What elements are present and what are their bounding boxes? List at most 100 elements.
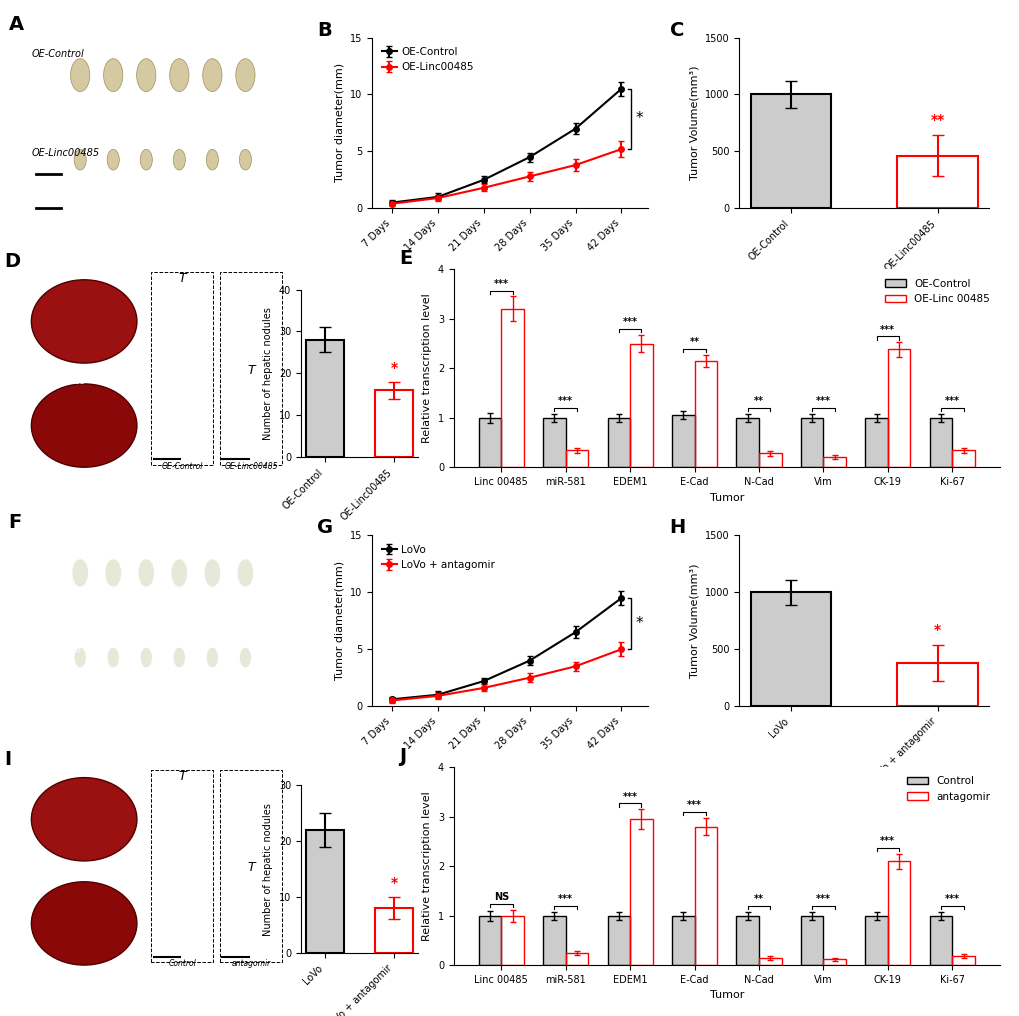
Bar: [630, 819, 652, 965]
Text: T: T: [248, 862, 255, 875]
Bar: [566, 450, 588, 467]
Y-axis label: Tumor Volume(mm³): Tumor Volume(mm³): [689, 564, 699, 678]
Text: H: H: [668, 518, 685, 537]
Bar: [800, 915, 822, 965]
Text: **: **: [753, 894, 763, 904]
Y-axis label: Tumor diameter(mm): Tumor diameter(mm): [334, 561, 344, 681]
Text: OE-Control: OE-Control: [28, 272, 73, 281]
Text: T: T: [178, 770, 185, 783]
Circle shape: [173, 647, 185, 668]
Circle shape: [140, 647, 152, 668]
Text: OE-Linc00485: OE-Linc00485: [28, 377, 87, 386]
Ellipse shape: [32, 279, 137, 363]
Text: *: *: [390, 877, 397, 890]
Circle shape: [169, 59, 189, 91]
Bar: [758, 958, 781, 965]
Y-axis label: Tumor Volume(mm³): Tumor Volume(mm³): [689, 66, 699, 180]
Circle shape: [105, 559, 121, 587]
Circle shape: [107, 647, 119, 668]
Bar: [897, 155, 977, 208]
Ellipse shape: [32, 882, 137, 965]
Text: Control: Control: [32, 547, 67, 557]
Bar: [694, 361, 716, 467]
Text: OE-Linc00485: OE-Linc00485: [32, 147, 100, 157]
Y-axis label: Relative transcription level: Relative transcription level: [422, 294, 432, 443]
Bar: [887, 862, 910, 965]
Bar: [800, 418, 822, 467]
Text: OE-Control: OE-Control: [161, 461, 203, 470]
Bar: [478, 915, 500, 965]
Bar: [478, 418, 500, 467]
Y-axis label: Tumor diameter(mm): Tumor diameter(mm): [334, 63, 344, 183]
Legend: Control, antagomir: Control, antagomir: [902, 772, 994, 806]
Text: *: *: [635, 616, 643, 631]
Circle shape: [137, 59, 156, 91]
Bar: [607, 915, 630, 965]
Bar: [758, 453, 781, 467]
Text: ***: ***: [944, 396, 959, 406]
Text: **: **: [689, 337, 699, 347]
Bar: [928, 418, 952, 467]
Ellipse shape: [32, 777, 137, 861]
Circle shape: [206, 647, 218, 668]
Text: Control: Control: [168, 959, 196, 968]
Text: ***: ***: [622, 791, 637, 802]
Text: J: J: [399, 748, 406, 766]
Bar: [750, 592, 830, 706]
Bar: [864, 418, 887, 467]
Text: B: B: [317, 20, 331, 40]
Text: ***: ***: [687, 801, 701, 810]
Bar: [672, 416, 694, 467]
Bar: [500, 309, 524, 467]
Bar: [887, 350, 910, 467]
Bar: [607, 418, 630, 467]
Text: **: **: [929, 114, 944, 127]
Text: ***: ***: [879, 836, 895, 846]
Bar: [500, 915, 524, 965]
Y-axis label: Relative transcription level: Relative transcription level: [422, 791, 432, 941]
Text: ***: ***: [622, 317, 637, 327]
Circle shape: [107, 149, 119, 170]
Circle shape: [138, 559, 155, 587]
Y-axis label: Number of hepatic nodules: Number of hepatic nodules: [263, 803, 273, 936]
Circle shape: [239, 149, 252, 170]
Text: ***: ***: [879, 325, 895, 334]
Text: ***: ***: [493, 279, 508, 289]
Text: ***: ***: [557, 396, 573, 406]
Circle shape: [140, 149, 152, 170]
Text: ***: ***: [944, 894, 959, 904]
Text: **: **: [753, 396, 763, 406]
Y-axis label: Number of hepatic nodules: Number of hepatic nodules: [263, 307, 273, 440]
Bar: [822, 457, 845, 467]
Circle shape: [104, 59, 122, 91]
Text: ***: ***: [815, 894, 830, 904]
Text: A: A: [8, 15, 23, 35]
Bar: [736, 915, 758, 965]
Text: C: C: [668, 20, 683, 40]
Text: *: *: [635, 112, 643, 126]
Text: T: T: [178, 272, 185, 285]
Text: *: *: [390, 362, 397, 376]
Text: E: E: [399, 249, 412, 268]
Bar: [630, 343, 652, 467]
Text: antagomir: antagomir: [28, 875, 74, 884]
Text: *: *: [933, 623, 941, 637]
Bar: [694, 827, 716, 965]
Bar: [566, 953, 588, 965]
Legend: OE-Control, OE-Linc 00485: OE-Control, OE-Linc 00485: [880, 274, 994, 308]
Ellipse shape: [32, 384, 137, 467]
Bar: [952, 956, 974, 965]
Text: D: D: [4, 252, 20, 270]
Bar: [736, 418, 758, 467]
Bar: [928, 915, 952, 965]
Circle shape: [74, 149, 87, 170]
Circle shape: [235, 59, 255, 91]
Circle shape: [239, 647, 252, 668]
Text: G: G: [317, 518, 333, 537]
Text: ***: ***: [815, 396, 830, 406]
Circle shape: [236, 559, 254, 587]
Bar: [897, 662, 977, 706]
Text: NS: NS: [493, 892, 508, 902]
Bar: [306, 830, 343, 953]
Circle shape: [171, 559, 187, 587]
